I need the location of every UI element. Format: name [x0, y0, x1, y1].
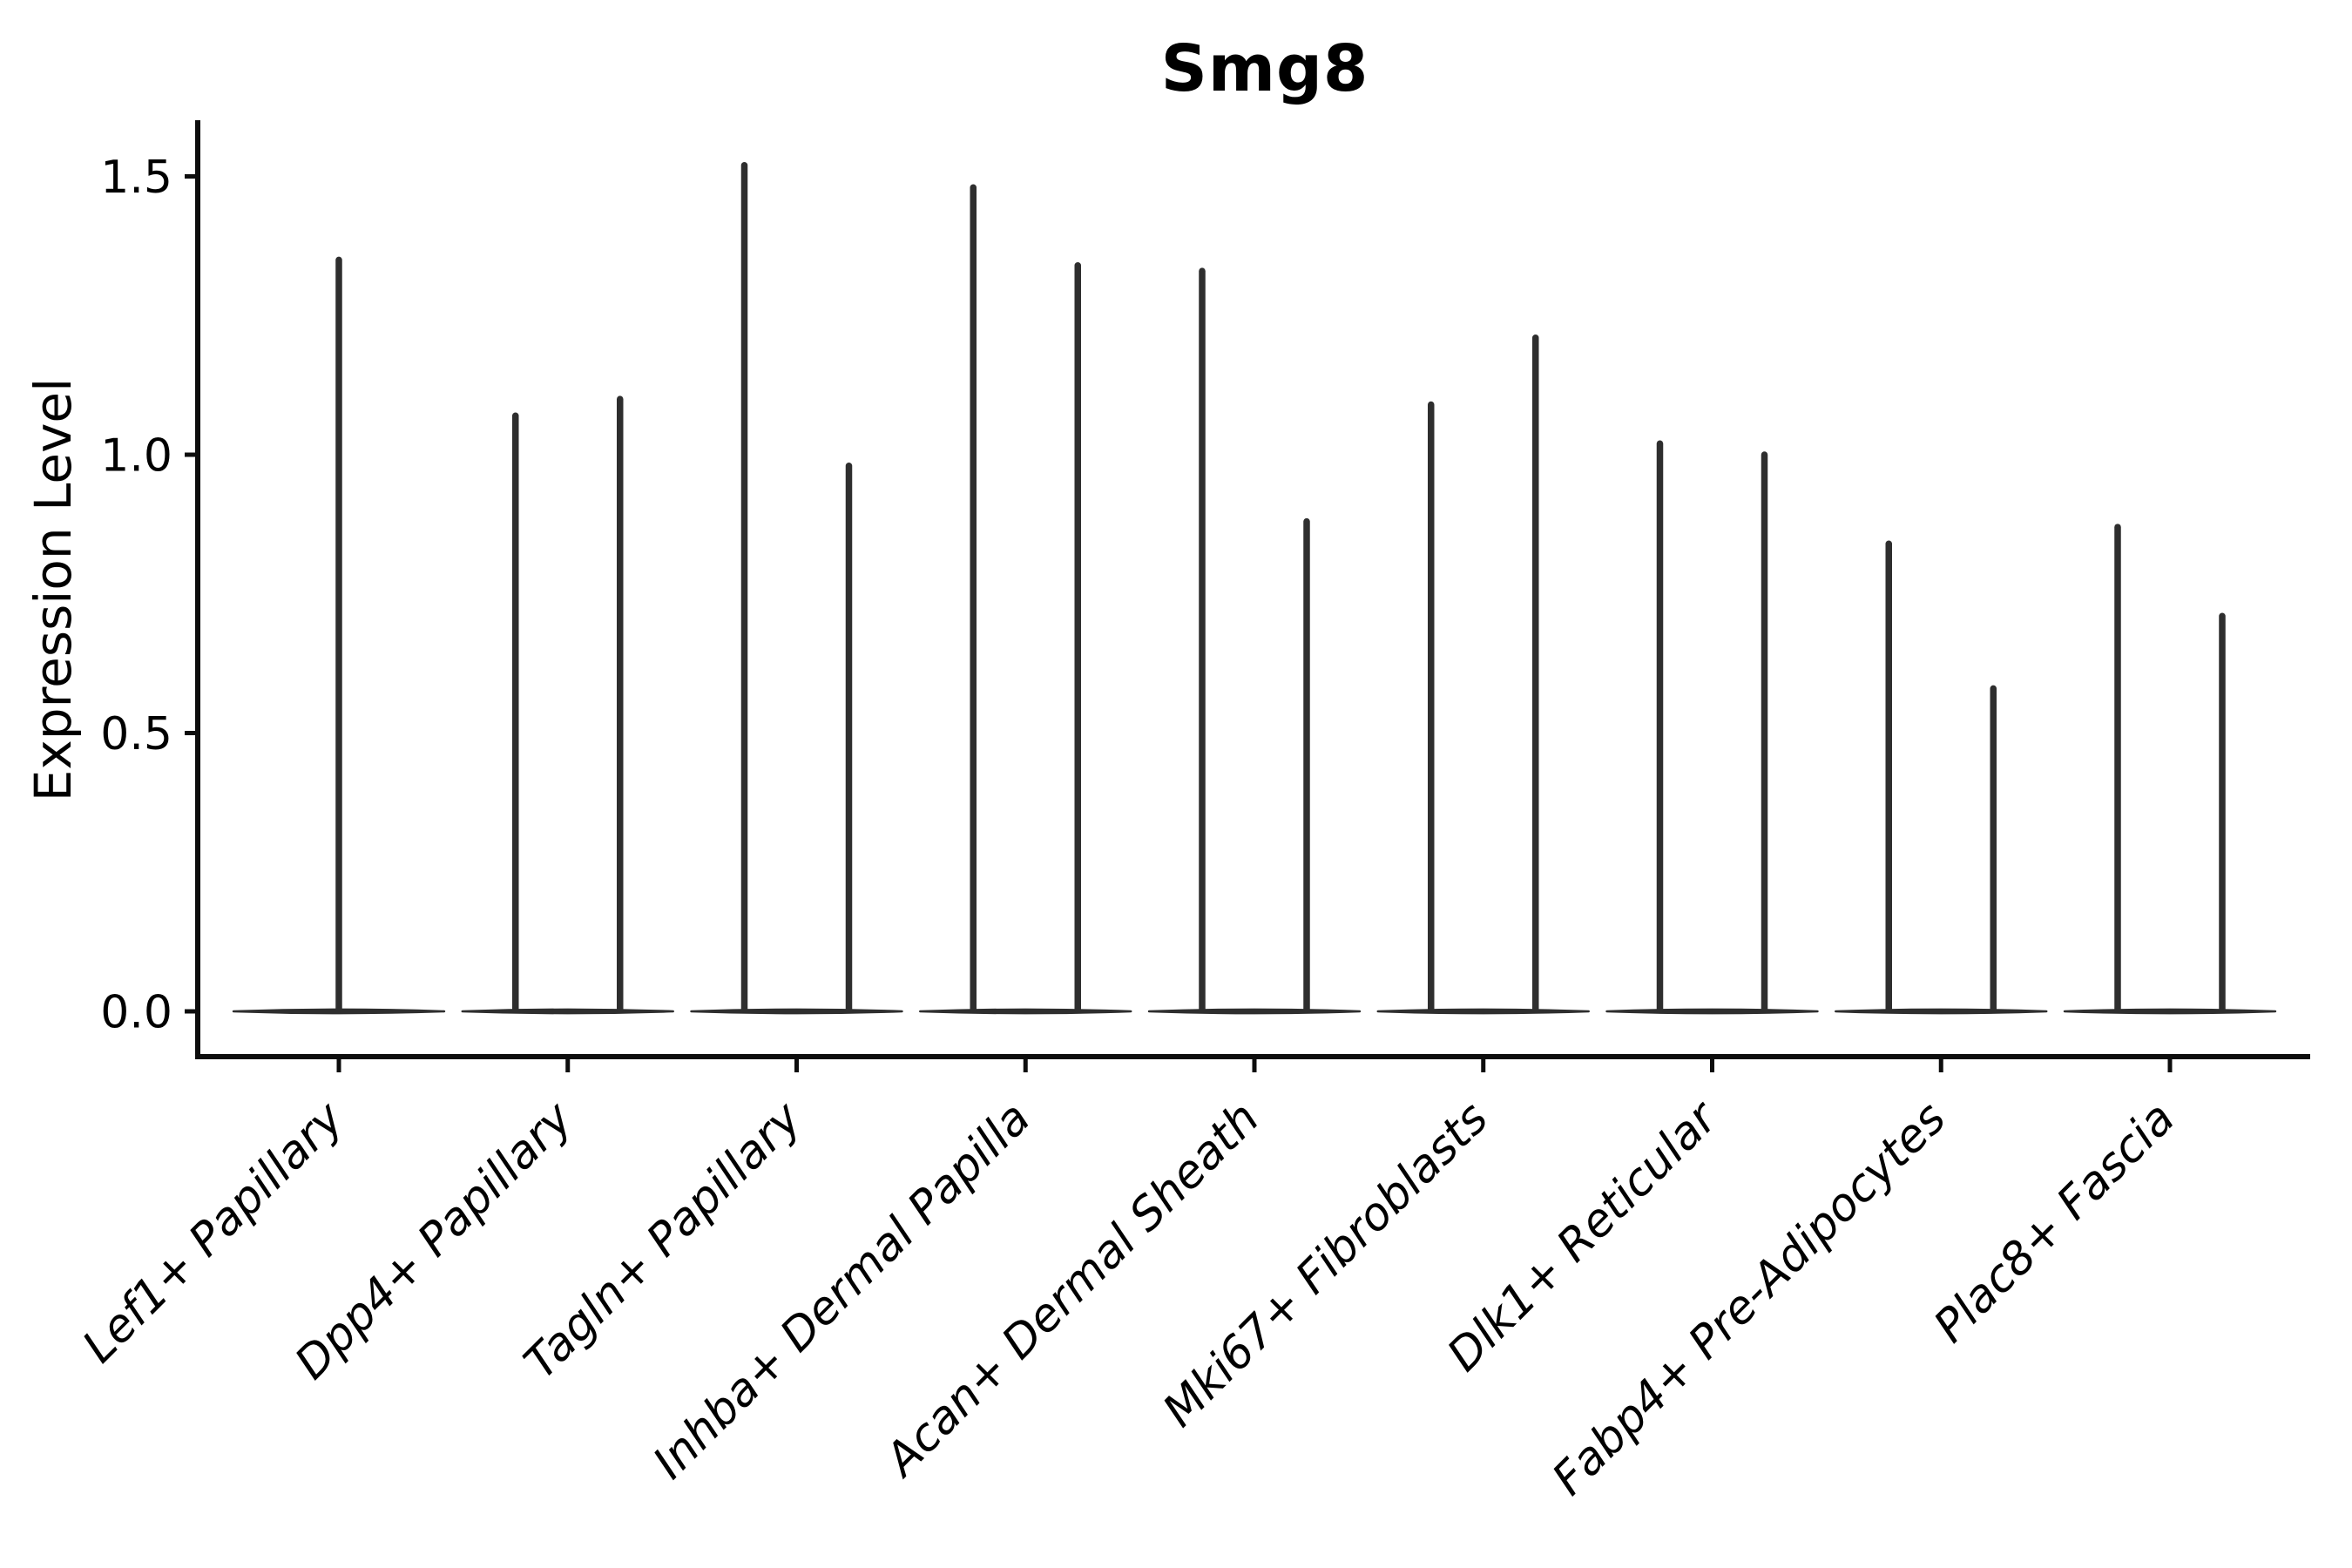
violin-base	[1376, 1008, 1590, 1015]
x-tick-label: Plac8+ Fascia	[1924, 1092, 2185, 1353]
violin-base	[1147, 1008, 1362, 1015]
chart-title: Smg8	[1160, 31, 1369, 106]
x-tick-label: Inhba+ Dermal Papilla	[644, 1092, 1041, 1490]
y-tick-label: 1.0	[100, 430, 172, 483]
y-tick-label: 0.5	[100, 708, 172, 760]
violin-base	[2063, 1008, 2277, 1015]
violin-base	[461, 1008, 674, 1015]
y-tick-label: 1.5	[100, 152, 172, 204]
y-tick-label: 0.0	[100, 987, 172, 1039]
violin-base	[690, 1008, 903, 1015]
violin-base	[1605, 1008, 1819, 1015]
x-tick-label: Fabp4+ Pre-Adipocytes	[1543, 1092, 1957, 1506]
violin-base	[919, 1008, 1132, 1015]
violin-base	[1835, 1008, 2048, 1015]
x-tick-label: Acan+ Dermal Sheath	[874, 1092, 1269, 1488]
